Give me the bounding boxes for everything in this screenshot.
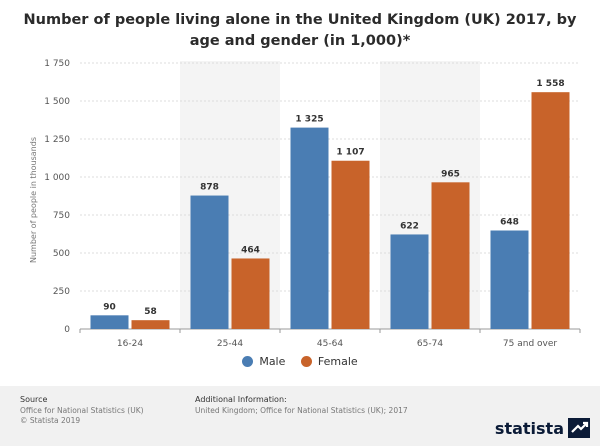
x-tick-label: 25-44 [217,339,243,349]
legend-label-male: Male [259,355,286,368]
bar-female[interactable] [131,320,170,329]
bar-female[interactable] [231,258,270,329]
y-tick-label: 1 750 [44,59,70,69]
data-label: 622 [400,221,419,231]
data-label: 58 [144,307,157,317]
footer: Source Office for National Statistics (U… [0,386,600,446]
data-label: 648 [500,218,519,228]
info-heading: Additional Information: [195,395,287,404]
bar-male[interactable] [190,195,229,329]
data-label: 464 [241,245,260,255]
chart-title: Number of people living alone in the Uni… [23,12,577,49]
source-heading: Source [20,395,48,404]
bar-female[interactable] [431,182,470,329]
legend-item-male[interactable]: Male [242,355,285,368]
legend-label-female: Female [317,355,358,368]
data-label: 1 107 [336,148,364,158]
bar-male[interactable] [490,230,529,329]
x-tick-label: 45-64 [317,339,343,349]
bar-male[interactable] [290,127,329,329]
brand-name: statista [494,418,564,438]
source-line[interactable]: Office for National Statistics (UK) [20,406,144,415]
bar-chart: 0 250 500 750 1 000 1 250 1 500 1 750 90 58 878 46… [29,59,581,349]
x-tick-label: 75 and over [503,339,557,349]
bar-male[interactable] [90,315,129,329]
y-tick-label: 250 [53,287,70,297]
y-tick-label: 1 000 [44,173,70,183]
x-tick-label: 65-74 [417,339,443,349]
info-line: United Kingdom; Office for National Stat… [195,406,408,415]
legend-item-female[interactable]: Female [300,355,358,368]
y-tick-label: 500 [53,249,70,259]
y-tick-label: 750 [53,211,70,221]
data-label: 1 558 [536,79,564,89]
chart-legend: Male Female [0,355,600,370]
copyright-line: © Statista 2019 [20,416,81,425]
data-label: 1 325 [295,115,323,125]
bar-female[interactable] [531,92,570,330]
y-axis-label: Number of people in thousands [29,137,38,263]
data-label: 90 [103,302,116,312]
statista-logo[interactable]: statista [495,418,590,438]
data-label: 965 [441,169,460,179]
bar-male[interactable] [390,234,429,329]
legend-swatch-female [300,356,312,367]
data-label: 878 [200,183,219,193]
y-tick-label: 1 500 [44,97,70,107]
bar-female[interactable] [331,160,370,329]
statista-logo-icon [568,418,590,438]
y-tick-label: 1 250 [44,135,70,145]
x-tick-label: 16-24 [117,339,143,349]
legend-swatch-male [242,356,254,367]
y-tick-label: 0 [64,325,70,335]
